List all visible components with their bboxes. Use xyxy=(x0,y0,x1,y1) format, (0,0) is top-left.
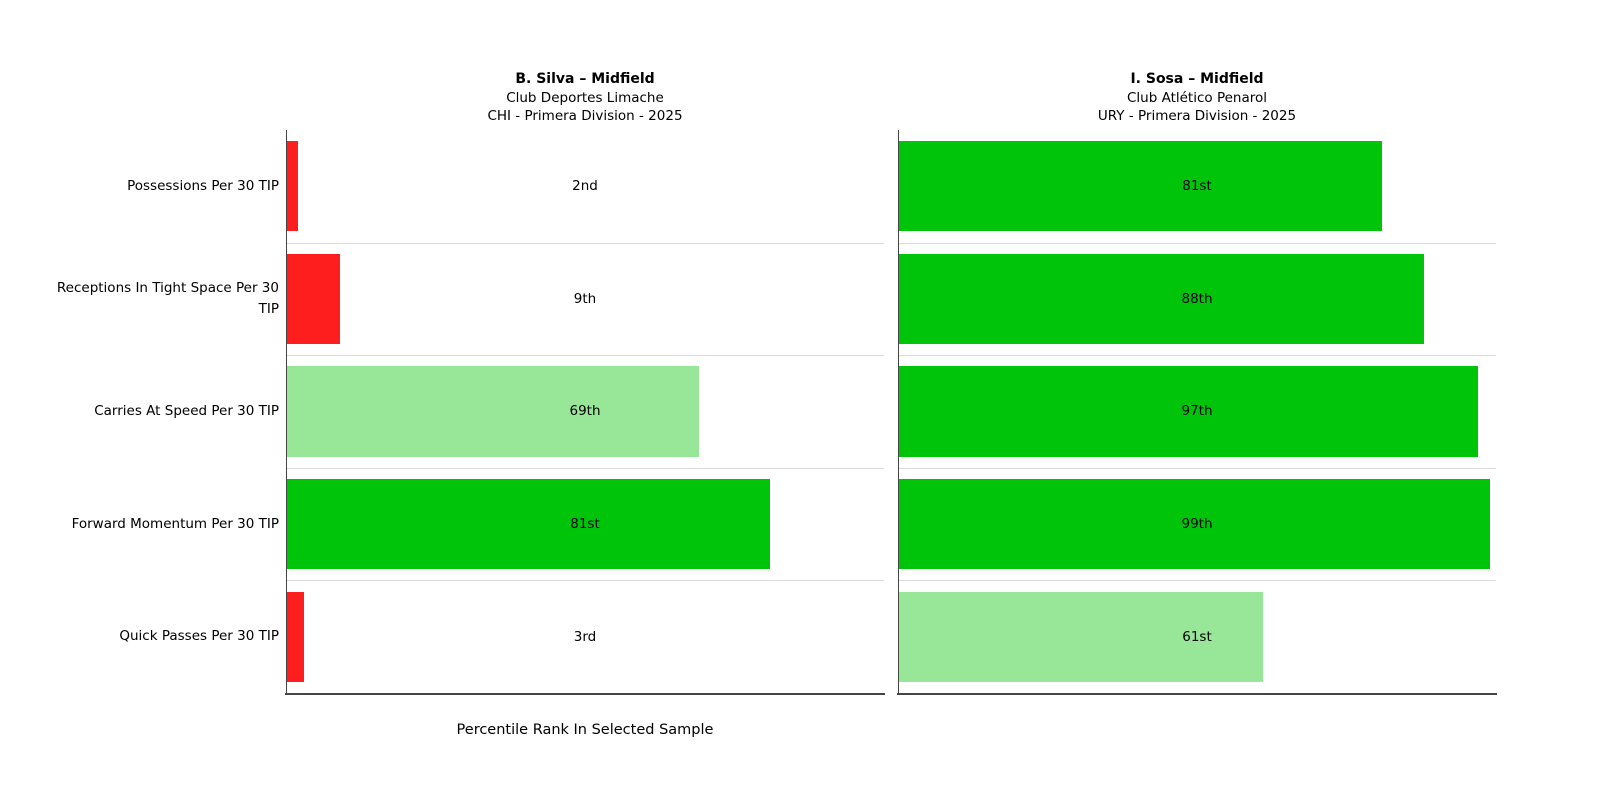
x-axis-spine-left xyxy=(285,693,885,695)
percentile-value-label-right-2: 88th xyxy=(1181,290,1213,307)
player-name-left: B. Silva – Midfield xyxy=(515,71,655,87)
row-separator-gridline xyxy=(898,355,1496,357)
percentile-value-label-right-1: 81st xyxy=(1182,178,1212,195)
club-name-left: Club Deportes Limache xyxy=(506,89,664,106)
percentile-bar-right-2 xyxy=(898,253,1425,344)
league-season-right: URY - Primera Division - 2025 xyxy=(1097,108,1297,125)
row-separator-gridline xyxy=(286,355,884,357)
row-separator-gridline xyxy=(286,467,884,469)
x-axis-spine-right xyxy=(897,693,1497,695)
club-name-right: Club Atlético Penarol xyxy=(1126,89,1268,106)
plot-area-left: 2nd 9th 69th 81st 3rd xyxy=(285,130,885,695)
percentile-bar-left-2 xyxy=(286,253,340,344)
row-separator-gridline xyxy=(898,242,1496,244)
percentile-value-label-right-5: 61st xyxy=(1182,628,1212,645)
plot-area-right: 81st 88th 97th 99th 61st xyxy=(897,130,1497,695)
panel-title-left: B. Silva – Midfield Club Deportes Limache… xyxy=(286,70,884,126)
x-axis-label: Percentile Rank In Selected Sample xyxy=(456,722,714,738)
percentile-bar-left-3 xyxy=(286,366,699,457)
panel-title-right: I. Sosa – Midfield Club Atlético Penarol U… xyxy=(898,70,1496,126)
row-separator-gridline xyxy=(898,580,1496,582)
y-axis-spine-right xyxy=(897,130,899,693)
player-name-right: I. Sosa – Midfield xyxy=(1130,71,1264,87)
league-season-left: CHI - Primera Division - 2025 xyxy=(487,108,683,125)
percentile-value-label-right-3: 97th xyxy=(1181,403,1213,420)
percentile-value-label-right-4: 99th xyxy=(1181,516,1213,533)
category-label-4: Forward Momentum Per 30 TIP xyxy=(71,515,279,532)
percentile-bar-right-3 xyxy=(898,366,1479,457)
y-axis-spine-left xyxy=(285,130,287,693)
percentile-bar-right-5 xyxy=(898,591,1263,682)
percentile-value-label-left-4: 81st xyxy=(570,516,600,533)
percentile-bar-left-5 xyxy=(286,591,304,682)
category-label-5: Quick Passes Per 30 TIP xyxy=(119,628,279,645)
row-separator-gridline xyxy=(286,580,884,582)
category-label-2: Receptions In Tight Space Per 30 TIP xyxy=(56,279,279,317)
row-separator-gridline xyxy=(286,242,884,244)
category-label-1: Possessions Per 30 TIP xyxy=(127,177,279,194)
percentile-value-label-left-5: 3rd xyxy=(573,628,597,645)
percentile-value-label-left-1: 2nd xyxy=(572,178,598,195)
row-separator-gridline xyxy=(898,467,1496,469)
percentile-bar-left-4 xyxy=(286,479,771,570)
category-label-3: Carries At Speed Per 30 TIP xyxy=(94,403,279,420)
percentile-value-label-left-2: 9th xyxy=(573,290,597,307)
percentile-value-label-left-3: 69th xyxy=(569,403,601,420)
percentile-bar-right-4 xyxy=(898,479,1491,570)
percentile-bar-left-1 xyxy=(286,141,298,232)
percentile-bar-right-1 xyxy=(898,141,1383,232)
